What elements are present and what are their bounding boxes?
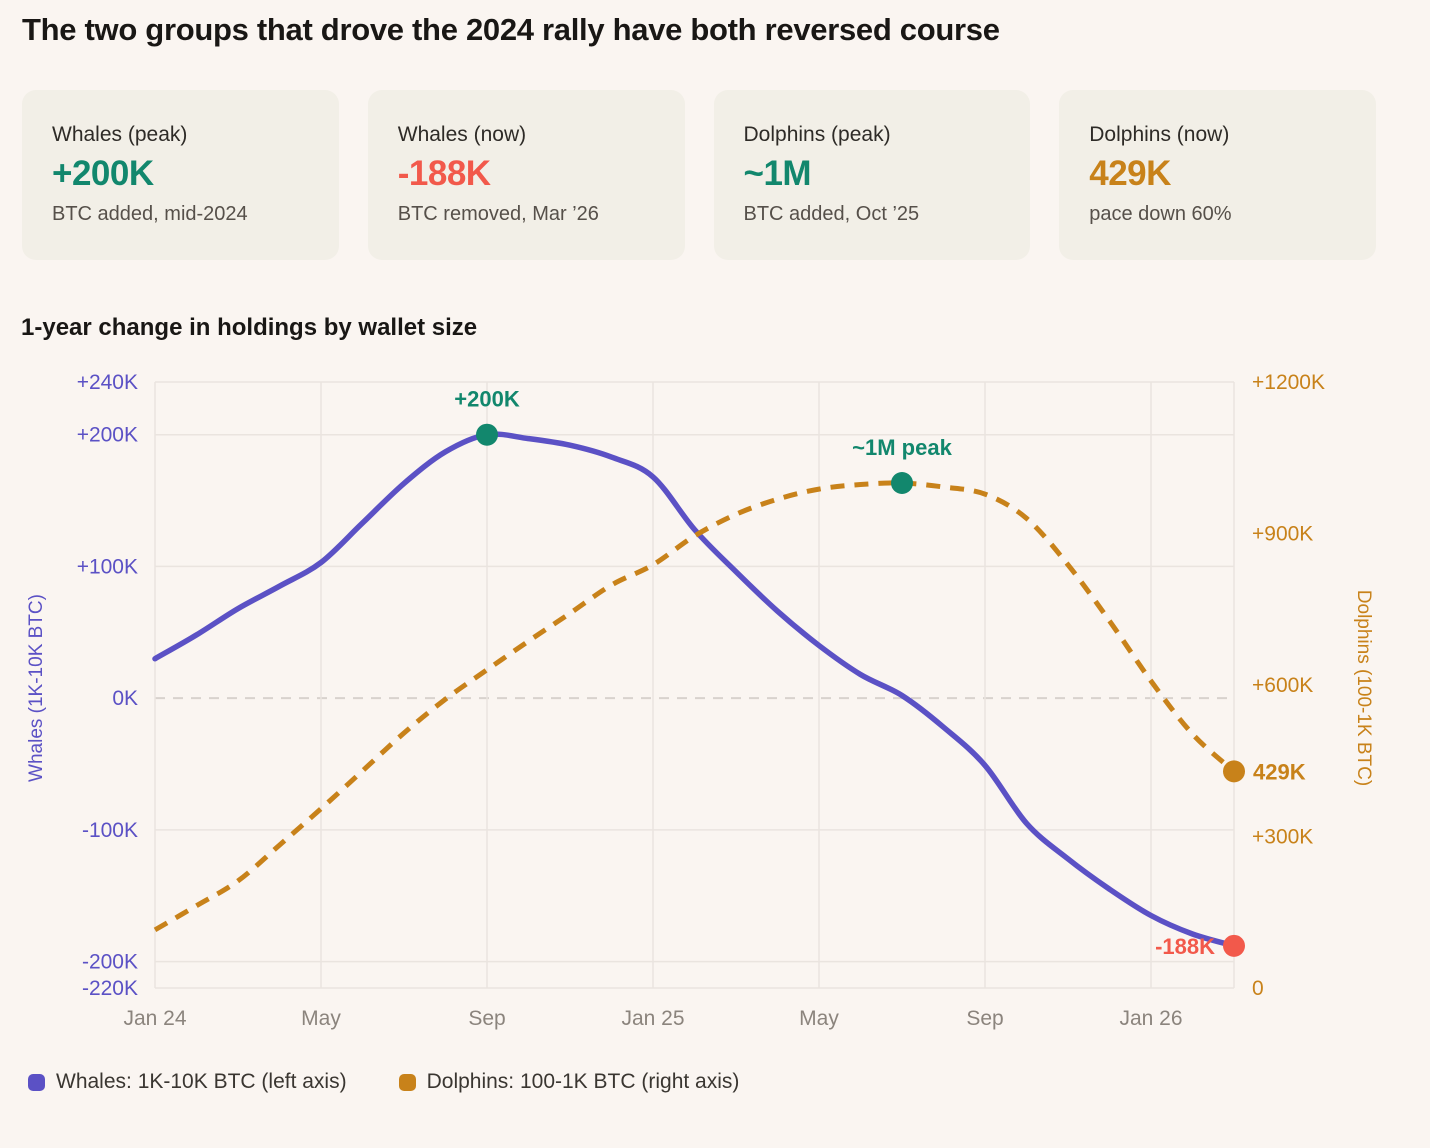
card-sub: pace down 60% <box>1089 203 1232 225</box>
chart-title: 1-year change in holdings by wallet size <box>21 314 478 341</box>
annotation-label: -188K <box>1155 934 1215 959</box>
x-axis-tick-label: Jan 24 <box>123 1007 186 1030</box>
legend-item-whales: Whales: 1K-10K BTC (left axis) <box>28 1070 347 1094</box>
x-axis-tick-label: Jan 26 <box>1119 1007 1182 1030</box>
card-label: Whales (now) <box>397 123 527 146</box>
x-axis-tick-label: Jan 25 <box>621 1007 684 1030</box>
whales-line <box>152 431 1237 949</box>
stat-card-whales-peak: Whales (peak) +200K BTC added, mid-2024 <box>22 90 339 260</box>
card-value: ~1M <box>743 154 812 193</box>
dolphins-legend-swatch <box>398 1073 416 1091</box>
right-axis-title: Dolphins (100-1K BTC) <box>1353 590 1374 786</box>
right-axis-tick-label: +600K <box>1252 674 1313 697</box>
card-value: +200K <box>52 154 154 193</box>
right-axis-tick-label: +900K <box>1252 523 1313 546</box>
card-label: Dolphins (peak) <box>743 123 891 146</box>
annotation-dot <box>891 472 913 494</box>
annotation-label: +200K <box>454 387 520 412</box>
card-sub: BTC added, Oct ’25 <box>743 203 920 225</box>
page-title: The two groups that drove the 2024 rally… <box>22 12 1000 47</box>
right-axis-tick-label: +300K <box>1252 826 1313 849</box>
stat-card-dolphins-now: Dolphins (now) 429K pace down 60% <box>1059 90 1376 260</box>
x-axis-tick-label: Sep <box>966 1007 1003 1030</box>
stat-card-whales-now: Whales (now) -188K BTC removed, Mar ’26 <box>367 90 685 260</box>
dolphins-legend-label: Dolphins: 100-1K BTC (right axis) <box>426 1070 740 1093</box>
annotation-dot <box>1223 760 1245 783</box>
stat-cards: Whales (peak) +200K BTC added, mid-2024 … <box>22 90 1376 260</box>
annotation-dot <box>476 423 498 446</box>
legend-item-dolphins: Dolphins: 100-1K BTC (right axis) <box>398 1070 740 1094</box>
card-sub: BTC removed, Mar ’26 <box>397 203 599 225</box>
x-axis-tick-label: May <box>799 1007 839 1030</box>
left-axis-tick-label: 0K <box>112 687 138 710</box>
card-value: 429K <box>1089 154 1171 193</box>
stat-card-dolphins-peak: Dolphins (peak) ~1M BTC added, Oct ’25 <box>713 90 1031 260</box>
dolphins-line <box>153 480 1236 933</box>
left-axis-tick-label: +100K <box>77 555 138 578</box>
card-label: Dolphins (now) <box>1089 123 1230 146</box>
card-sub: BTC added, mid-2024 <box>52 203 248 225</box>
card-label: Whales (peak) <box>52 123 188 146</box>
left-axis-tick-label: -200K <box>82 951 138 974</box>
left-axis-title: Whales (1K-10K BTC) <box>26 594 47 782</box>
annotation-label: ~1M peak <box>852 435 952 460</box>
x-axis-tick-label: May <box>301 1007 341 1030</box>
left-axis-tick-label: +240K <box>77 371 138 394</box>
left-axis-tick-label: +200K <box>77 424 138 447</box>
legend: Whales: 1K-10K BTC (left axis) Dolphins:… <box>28 1070 1430 1094</box>
right-axis-tick-label: +1200K <box>1252 371 1325 394</box>
annotation-label: 429K <box>1253 759 1306 784</box>
right-axis-tick-label: 0 <box>1252 977 1264 1000</box>
x-axis-tick-label: Sep <box>468 1007 505 1030</box>
card-value: -188K <box>397 154 491 193</box>
whales-legend-label: Whales: 1K-10K BTC (left axis) <box>56 1070 347 1093</box>
left-axis-tick-label: -100K <box>82 819 138 842</box>
dual-axis-line-chart: +240K +200K +100K 0K -100K -200K -220K +1200K +9… <box>26 371 1374 1030</box>
left-axis-tick-label: -220K <box>82 977 138 1000</box>
whales-legend-swatch <box>28 1073 45 1091</box>
annotation-dot <box>1223 934 1245 957</box>
